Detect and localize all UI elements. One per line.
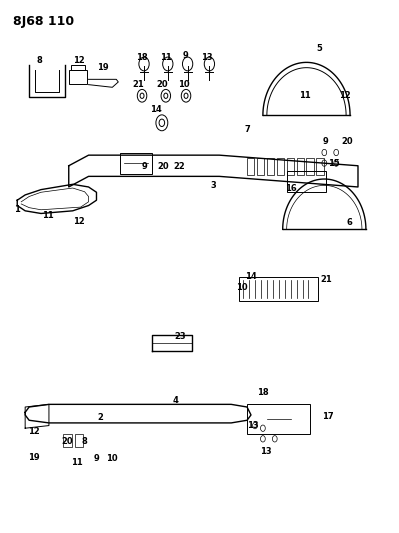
Text: 4: 4 (173, 395, 179, 405)
Text: 10: 10 (178, 80, 190, 89)
Text: 18: 18 (257, 388, 269, 397)
Text: 21: 21 (320, 275, 332, 284)
Text: 8J68 110: 8J68 110 (13, 14, 74, 28)
Text: 7: 7 (244, 125, 250, 134)
Text: 8: 8 (82, 437, 87, 446)
Text: 13: 13 (247, 421, 259, 430)
Bar (257, 158, 264, 175)
Bar (296, 158, 304, 175)
Text: 20: 20 (157, 163, 169, 171)
Text: 19: 19 (97, 63, 108, 72)
Text: 6: 6 (346, 218, 352, 227)
Bar (120, 152, 152, 174)
Text: 12: 12 (340, 91, 351, 100)
Text: 19: 19 (28, 453, 40, 462)
Text: 20: 20 (342, 138, 353, 147)
Text: 1: 1 (14, 205, 20, 214)
Text: 9: 9 (94, 454, 99, 463)
Bar (286, 158, 294, 175)
Text: 9: 9 (183, 51, 188, 60)
Bar (247, 405, 310, 433)
Bar (69, 70, 87, 84)
Text: 11: 11 (298, 91, 310, 100)
Text: 11: 11 (42, 211, 54, 220)
Text: 2: 2 (97, 413, 103, 422)
Text: 12: 12 (73, 217, 85, 226)
Text: 15: 15 (328, 159, 340, 167)
Text: 10: 10 (236, 283, 247, 292)
Text: 5: 5 (316, 44, 322, 53)
Bar (316, 158, 324, 175)
Text: 9: 9 (323, 138, 328, 147)
Text: 13: 13 (201, 53, 212, 62)
Bar (286, 171, 326, 192)
Bar (277, 158, 284, 175)
Bar (63, 433, 71, 447)
Bar (239, 277, 318, 301)
Text: 14: 14 (245, 271, 257, 280)
Text: 22: 22 (174, 163, 186, 171)
Text: 11: 11 (71, 458, 83, 467)
Text: 20: 20 (156, 80, 168, 89)
Bar (247, 158, 254, 175)
Text: 13: 13 (260, 447, 272, 456)
Bar (306, 158, 314, 175)
Text: 10: 10 (106, 454, 117, 463)
Bar (75, 433, 83, 447)
Text: 9: 9 (142, 163, 148, 171)
Text: 20: 20 (61, 437, 73, 446)
Text: 8: 8 (37, 56, 43, 65)
Text: 23: 23 (174, 332, 186, 341)
Text: 17: 17 (322, 411, 334, 421)
Text: 11: 11 (160, 53, 171, 62)
Bar (267, 158, 274, 175)
Text: 3: 3 (211, 181, 216, 190)
Text: 21: 21 (132, 80, 144, 89)
Bar (71, 65, 85, 70)
Text: 18: 18 (136, 53, 148, 62)
Text: 12: 12 (28, 427, 40, 437)
Text: 12: 12 (73, 56, 85, 65)
Text: 14: 14 (150, 105, 162, 114)
Text: 16: 16 (285, 183, 296, 192)
